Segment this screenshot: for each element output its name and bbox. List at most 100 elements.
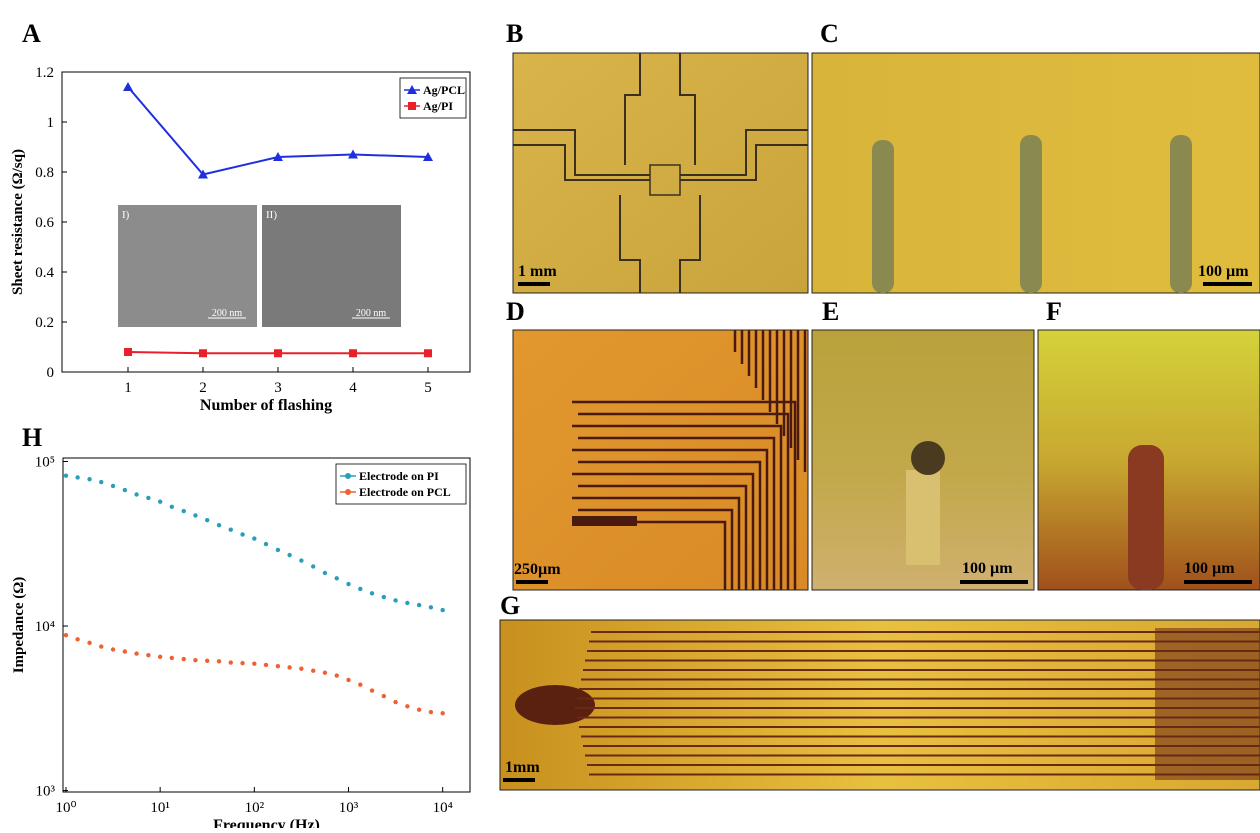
panel-label: G <box>500 591 520 620</box>
marker <box>370 688 374 692</box>
marker <box>158 499 162 503</box>
marker <box>217 659 221 663</box>
legend-label: Ag/PCL <box>423 83 465 97</box>
marker <box>146 653 150 657</box>
panel-label: E <box>822 297 839 326</box>
marker <box>240 532 244 536</box>
marker <box>205 518 209 522</box>
y-tick-label: 0 <box>47 365 55 381</box>
marker <box>274 349 282 357</box>
figure: B 1 mm C 100 µm D 250µm E 100 µm F 100 µ… <box>0 0 1260 828</box>
scale-label: 250µm <box>514 561 561 578</box>
legend-marker <box>345 473 351 479</box>
marker <box>229 527 233 531</box>
pad-cluster <box>515 685 595 725</box>
marker <box>123 649 127 653</box>
marker <box>111 647 115 651</box>
electrode-tip <box>911 441 945 475</box>
scale-label: 100 µm <box>1198 263 1249 280</box>
marker <box>370 591 374 595</box>
y-tick-label: 1.2 <box>35 65 54 81</box>
scale-label: 100 µm <box>1184 560 1235 577</box>
panel-c: C 100 µm <box>812 19 1260 293</box>
marker <box>99 480 103 484</box>
panel-label: F <box>1046 297 1062 326</box>
marker <box>287 665 291 669</box>
x-axis-label: Frequency (Hz) <box>213 817 320 828</box>
x-tick-label: 5 <box>424 380 432 396</box>
marker <box>87 477 91 481</box>
marker <box>199 349 207 357</box>
marker <box>358 682 362 686</box>
x-tick-label: 4 <box>349 380 357 396</box>
marker <box>134 651 138 655</box>
x-tick-label: 10¹ <box>150 800 170 816</box>
marker <box>158 655 162 659</box>
marker <box>264 663 268 667</box>
marker <box>405 704 409 708</box>
series-line <box>128 87 428 175</box>
marker <box>75 475 79 479</box>
inset-scale: 200 nm <box>356 308 387 319</box>
chart: H10³10⁴10⁵10⁰10¹10²10³10⁴Frequency (Hz)I… <box>11 423 470 828</box>
y-axis-label: Impedance (Ω) <box>11 577 27 674</box>
legend-label: Electrode on PI <box>359 469 439 483</box>
marker <box>123 82 133 91</box>
marker <box>358 587 362 591</box>
legend-marker <box>345 489 351 495</box>
marker <box>252 536 256 540</box>
y-tick-label: 0.2 <box>35 315 54 331</box>
marker <box>170 505 174 509</box>
marker <box>382 595 386 599</box>
marker <box>440 608 444 612</box>
plot-frame <box>63 458 470 792</box>
panel-e: E 100 µm <box>812 297 1034 590</box>
marker <box>64 473 68 477</box>
marker <box>111 484 115 488</box>
marker <box>64 633 68 637</box>
x-tick-label: 2 <box>199 380 207 396</box>
inset-label: I) <box>122 209 130 221</box>
panel-label: A <box>22 19 41 48</box>
panel-label: C <box>820 19 839 48</box>
marker <box>134 492 138 496</box>
marker <box>124 348 132 356</box>
marker <box>323 571 327 575</box>
marker <box>193 658 197 662</box>
marker <box>87 641 91 645</box>
marker <box>276 664 280 668</box>
marker <box>382 694 386 698</box>
marker <box>146 496 150 500</box>
micrograph <box>513 53 808 293</box>
pad <box>572 516 637 526</box>
y-tick-label: 10⁵ <box>35 454 55 470</box>
marker <box>323 671 327 675</box>
marker <box>349 349 357 357</box>
marker <box>311 564 315 568</box>
x-tick-label: 10² <box>245 800 265 816</box>
panel-label: B <box>506 19 523 48</box>
scale-label: 1 mm <box>518 263 557 280</box>
x-tick-label: 10³ <box>339 800 359 816</box>
marker <box>193 513 197 517</box>
marker <box>311 669 315 673</box>
marker <box>123 488 127 492</box>
x-tick-label: 1 <box>124 380 132 396</box>
marker <box>287 553 291 557</box>
marker <box>264 542 268 546</box>
inset-label: II) <box>266 209 277 221</box>
marker <box>429 710 433 714</box>
x-tick-label: 10⁴ <box>433 800 453 816</box>
panel-g: G 1mm <box>500 591 1260 790</box>
marker <box>346 582 350 586</box>
marker <box>205 659 209 663</box>
panel-label: D <box>506 297 525 326</box>
marker <box>170 656 174 660</box>
marker <box>405 601 409 605</box>
legend-marker <box>408 102 416 110</box>
legend-label: Electrode on PCL <box>359 485 451 499</box>
y-tick-label: 0.4 <box>35 265 54 281</box>
marker <box>346 678 350 682</box>
marker <box>299 667 303 671</box>
electrode <box>1020 135 1042 293</box>
